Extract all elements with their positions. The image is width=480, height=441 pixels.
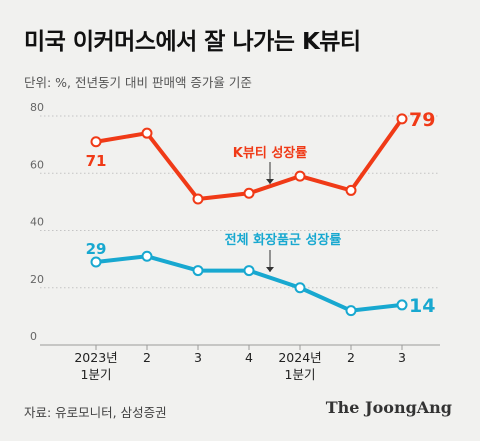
publisher-logo: The JoongAng (325, 398, 452, 417)
data-point (192, 265, 204, 277)
data-label-first: 71 (86, 152, 107, 170)
data-point (192, 193, 204, 205)
series-label: 전체 화장품군 성장률 (225, 232, 342, 248)
x-tick-label: 2023년 (74, 350, 117, 365)
y-tick-label: 0 (30, 330, 37, 343)
x-tick-label: 2 (143, 350, 151, 365)
data-point (90, 256, 102, 268)
data-point (396, 299, 408, 311)
unit-note: 단위: %, 전년동기 대비 판매액 증가율 기준 (24, 75, 252, 90)
data-label-first: 29 (86, 240, 107, 258)
series-line (94, 254, 404, 313)
line-chart: 0 20 40 60 80 2023년 1분기 2 3 4 2024년 1분기 2 3 71 79 29 14 K뷰… (30, 101, 440, 382)
x-tick-label: 2024년 (278, 350, 321, 365)
data-label-last: 14 (409, 295, 435, 317)
callout-arrow-head (266, 267, 274, 272)
data-point (345, 305, 357, 317)
source-note: 자료: 유로모니터, 삼성증권 (24, 405, 167, 420)
data-point (141, 250, 153, 262)
y-tick-label: 60 (30, 158, 44, 171)
callout-arrow-head (266, 179, 274, 184)
data-label-last: 79 (409, 109, 435, 131)
x-tick-label: 3 (194, 350, 202, 365)
data-point (243, 187, 255, 199)
data-point (345, 184, 357, 196)
x-tick-label: 3 (398, 350, 406, 365)
data-point (90, 136, 102, 148)
x-tick-label: 4 (245, 350, 253, 365)
data-point (243, 265, 255, 277)
data-point (294, 170, 306, 182)
series-label: K뷰티 성장률 (233, 145, 307, 161)
chart-title: 미국 이커머스에서 잘 나가는 K뷰티 (24, 29, 361, 55)
y-tick-label: 20 (30, 273, 44, 286)
data-point (141, 127, 153, 139)
x-tick-label: 1분기 (81, 367, 112, 382)
data-point (294, 282, 306, 294)
x-tick-label: 2 (347, 350, 355, 365)
y-tick-label: 80 (30, 101, 44, 114)
x-tick-label: 1분기 (285, 367, 316, 382)
data-point (396, 113, 408, 125)
y-tick-label: 40 (30, 216, 44, 229)
